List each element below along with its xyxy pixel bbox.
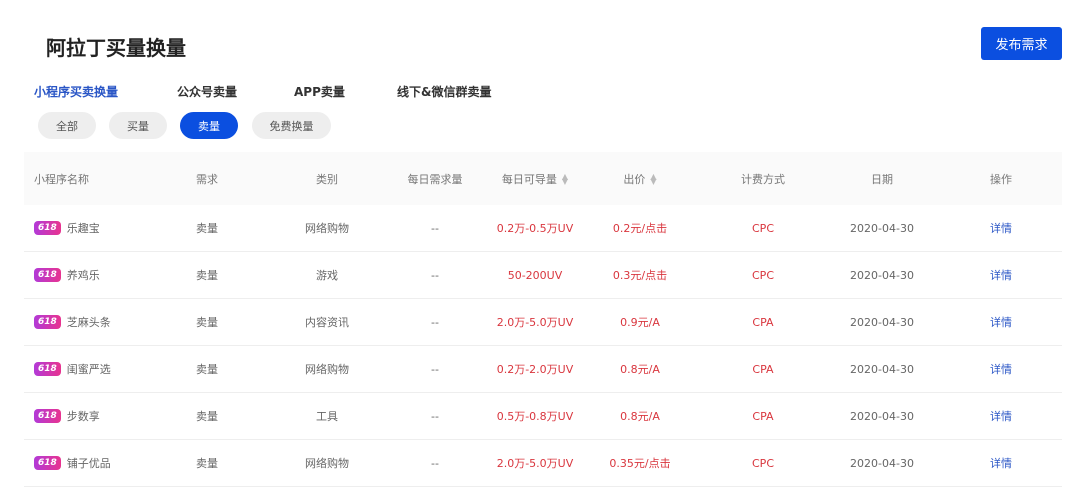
tab-offline-wechat[interactable]: 线下&微信群卖量 bbox=[397, 85, 492, 99]
col-category: 类别 bbox=[316, 172, 338, 186]
table-row: 618 养鸡乐 卖量 游戏 -- 50-200UV 0.3元/点击 CPC 202… bbox=[24, 252, 1062, 299]
table-row: 618 乐趣宝 卖量 网络购物 -- 0.2万-0.5万UV 0.2元/点击 CP… bbox=[24, 205, 1062, 252]
daily-need-cell: -- bbox=[431, 409, 439, 423]
billing-cell: CPC bbox=[752, 268, 774, 282]
price-cell: 0.8元/A bbox=[620, 363, 660, 376]
demand-cell: 卖量 bbox=[196, 269, 218, 282]
name-cell: 618 闺蜜严选 bbox=[34, 346, 164, 392]
col-daily-supply[interactable]: 每日可导量 ▲ ▼ bbox=[480, 152, 590, 205]
demand-cell: 卖量 bbox=[196, 457, 218, 470]
date-cell: 2020-04-30 bbox=[850, 315, 914, 329]
name-cell: 618 乐趣宝 bbox=[34, 205, 164, 251]
col-demand: 需求 bbox=[196, 172, 218, 186]
col-daily-need: 每日需求量 bbox=[407, 172, 463, 186]
618-badge: 618 bbox=[34, 221, 61, 235]
demand-cell: 卖量 bbox=[196, 363, 218, 376]
filter-all[interactable]: 全部 bbox=[38, 112, 96, 139]
filter-sell[interactable]: 卖量 bbox=[180, 112, 238, 139]
billing-cell: CPC bbox=[752, 456, 774, 470]
details-link[interactable]: 详情 bbox=[990, 222, 1012, 235]
daily-supply-cell: 50-200UV bbox=[507, 268, 563, 282]
category-cell: 游戏 bbox=[316, 269, 338, 282]
col-daily-supply-label: 每日可导量 bbox=[501, 172, 557, 186]
billing-cell: CPA bbox=[752, 362, 774, 376]
details-link[interactable]: 详情 bbox=[990, 363, 1012, 376]
filter-buy[interactable]: 买量 bbox=[109, 112, 167, 139]
daily-need-cell: -- bbox=[431, 362, 439, 376]
billing-cell: CPA bbox=[752, 315, 774, 329]
category-cell: 网络购物 bbox=[305, 457, 349, 470]
sort-icon[interactable]: ▲ ▼ bbox=[650, 171, 657, 186]
name-cell: 618 步数享 bbox=[34, 393, 164, 439]
tab-app[interactable]: APP卖量 bbox=[294, 85, 345, 99]
daily-need-cell: -- bbox=[431, 221, 439, 235]
demand-cell: 卖量 bbox=[196, 316, 218, 329]
table-row: 618 铺子优品 卖量 网络购物 -- 2.0万-5.0万UV 0.35元/点击 … bbox=[24, 440, 1062, 487]
billing-cell: CPA bbox=[752, 409, 774, 423]
col-name: 小程序名称 bbox=[34, 172, 89, 186]
page-title: 阿拉丁买量换量 bbox=[46, 36, 186, 60]
daily-supply-cell: 2.0万-5.0万UV bbox=[496, 457, 574, 470]
details-link[interactable]: 详情 bbox=[990, 269, 1012, 282]
name-cell: 618 铺子优品 bbox=[34, 440, 164, 486]
price-cell: 0.9元/A bbox=[620, 316, 660, 329]
col-price-label: 出价 bbox=[623, 172, 646, 186]
category-cell: 网络购物 bbox=[305, 222, 349, 235]
618-badge: 618 bbox=[34, 315, 61, 329]
sort-icon[interactable]: ▲ ▼ bbox=[561, 171, 569, 186]
618-badge: 618 bbox=[34, 362, 61, 376]
price-cell: 0.3元/点击 bbox=[612, 269, 668, 282]
listing-table: 小程序名称 需求 类别 每日需求量 每日可导量 ▲ ▼ 出价 ▲ ▼ 计费方式 日期 操… bbox=[24, 152, 1062, 487]
category-cell: 工具 bbox=[316, 410, 338, 423]
daily-need-cell: -- bbox=[431, 456, 439, 470]
publish-request-button[interactable]: 发布需求 bbox=[981, 27, 1062, 60]
col-billing: 计费方式 bbox=[741, 172, 785, 186]
table-row: 618 步数享 卖量 工具 -- 0.5万-0.8万UV 0.8元/A CPA 2… bbox=[24, 393, 1062, 440]
demand-cell: 卖量 bbox=[196, 222, 218, 235]
tab-miniprogram[interactable]: 小程序买卖换量 bbox=[34, 85, 119, 99]
category-cell: 网络购物 bbox=[305, 363, 349, 376]
618-badge: 618 bbox=[34, 409, 61, 423]
date-cell: 2020-04-30 bbox=[850, 221, 914, 235]
name-cell: 618 养鸡乐 bbox=[34, 252, 164, 298]
app-name: 步数享 bbox=[66, 410, 100, 423]
daily-supply-cell: 0.2万-0.5万UV bbox=[496, 222, 574, 235]
618-badge: 618 bbox=[34, 456, 61, 470]
billing-cell: CPC bbox=[752, 221, 774, 235]
table-row: 618 闺蜜严选 卖量 网络购物 -- 0.2万-2.0万UV 0.8元/A CP… bbox=[24, 346, 1062, 393]
table-row: 618 芝麻头条 卖量 内容资讯 -- 2.0万-5.0万UV 0.9元/A CP… bbox=[24, 299, 1062, 346]
details-link[interactable]: 详情 bbox=[990, 316, 1012, 329]
daily-supply-cell: 0.2万-2.0万UV bbox=[496, 363, 574, 376]
category-cell: 内容资讯 bbox=[305, 316, 349, 329]
date-cell: 2020-04-30 bbox=[850, 409, 914, 423]
app-name: 铺子优品 bbox=[66, 457, 111, 470]
col-action: 操作 bbox=[990, 172, 1012, 186]
price-cell: 0.2元/点击 bbox=[612, 222, 668, 235]
details-link[interactable]: 详情 bbox=[990, 410, 1012, 423]
col-date: 日期 bbox=[871, 172, 893, 186]
date-cell: 2020-04-30 bbox=[850, 268, 914, 282]
app-name: 养鸡乐 bbox=[66, 269, 100, 282]
demand-cell: 卖量 bbox=[196, 410, 218, 423]
tab-official-account[interactable]: 公众号卖量 bbox=[177, 85, 238, 99]
date-cell: 2020-04-30 bbox=[850, 456, 914, 470]
filter-free-exchange[interactable]: 免费换量 bbox=[252, 112, 331, 139]
table-header: 小程序名称 需求 类别 每日需求量 每日可导量 ▲ ▼ 出价 ▲ ▼ 计费方式 日期 操… bbox=[24, 152, 1062, 205]
daily-need-cell: -- bbox=[431, 315, 439, 329]
date-cell: 2020-04-30 bbox=[850, 362, 914, 376]
details-link[interactable]: 详情 bbox=[990, 457, 1012, 470]
price-cell: 0.8元/A bbox=[620, 410, 660, 423]
app-name: 闺蜜严选 bbox=[66, 363, 111, 376]
daily-supply-cell: 0.5万-0.8万UV bbox=[496, 410, 574, 423]
col-price[interactable]: 出价 ▲ ▼ bbox=[590, 152, 690, 205]
app-name: 乐趣宝 bbox=[66, 222, 100, 235]
618-badge: 618 bbox=[34, 268, 61, 282]
name-cell: 618 芝麻头条 bbox=[34, 299, 164, 345]
daily-need-cell: -- bbox=[431, 268, 439, 282]
price-cell: 0.35元/点击 bbox=[609, 457, 671, 470]
daily-supply-cell: 2.0万-5.0万UV bbox=[496, 316, 574, 329]
app-name: 芝麻头条 bbox=[66, 316, 111, 329]
